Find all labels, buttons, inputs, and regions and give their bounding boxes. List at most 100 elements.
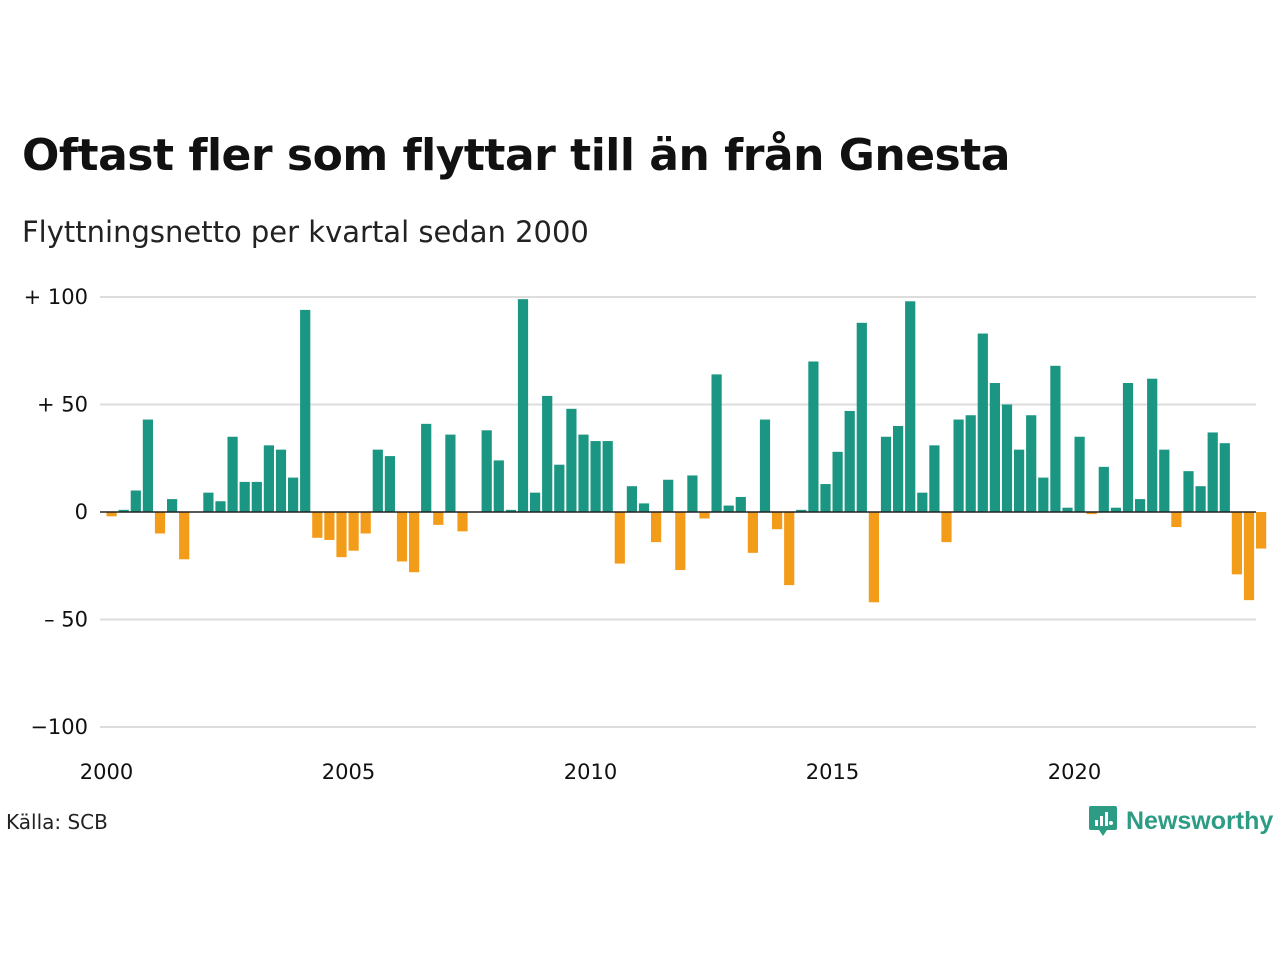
brand-name: Newsworthy xyxy=(1126,806,1274,835)
bar xyxy=(421,423,432,512)
bar xyxy=(626,486,637,512)
bar xyxy=(1110,507,1121,512)
bar xyxy=(1159,449,1170,512)
bar xyxy=(433,512,444,525)
bar xyxy=(1231,512,1242,575)
bar xyxy=(215,501,226,512)
bar xyxy=(699,512,710,519)
bar xyxy=(167,499,178,512)
bar xyxy=(1026,415,1037,512)
bar xyxy=(348,512,359,551)
bar xyxy=(638,503,650,512)
bar xyxy=(493,460,504,512)
bar xyxy=(227,436,238,512)
bar xyxy=(130,490,141,512)
bar xyxy=(179,512,190,560)
chart-title: Oftast fler som flyttar till än från Gne… xyxy=(22,130,1010,181)
bar xyxy=(747,512,758,553)
bar xyxy=(917,492,928,512)
bar xyxy=(1074,436,1085,512)
bar xyxy=(542,395,553,512)
newsworthy-logo-icon xyxy=(1089,806,1117,836)
bar xyxy=(868,512,879,603)
bars xyxy=(100,299,1267,603)
bar xyxy=(203,492,214,512)
bar xyxy=(566,408,577,512)
bar xyxy=(445,434,456,512)
bar xyxy=(1062,507,1073,512)
bar xyxy=(1256,512,1267,549)
chart-subtitle: Flyttningsnetto per kvartal sedan 2000 xyxy=(22,215,589,249)
bar xyxy=(796,509,807,512)
bar xyxy=(735,496,746,512)
bar xyxy=(856,322,867,512)
bar xyxy=(759,419,771,512)
bar xyxy=(614,512,625,564)
bar xyxy=(1195,486,1206,512)
bar xyxy=(977,333,988,512)
bar xyxy=(396,512,408,562)
y-tick-label: + 50 xyxy=(37,393,88,417)
bar xyxy=(808,361,819,512)
bar xyxy=(844,410,855,512)
bar xyxy=(1207,432,1218,512)
y-tick-label: + 100 xyxy=(24,285,88,309)
bar xyxy=(530,492,541,512)
brand-logo[interactable]: Newsworthy xyxy=(1088,804,1273,838)
bar xyxy=(578,434,589,512)
bar xyxy=(384,456,395,512)
bar xyxy=(711,374,722,512)
y-tick-label: – 50 xyxy=(44,608,88,632)
bar xyxy=(1171,512,1182,528)
bar xyxy=(1135,499,1146,512)
bar xyxy=(142,419,153,512)
source-note: Källa: SCB xyxy=(6,810,108,834)
bar xyxy=(517,299,529,512)
x-tick-label: 2010 xyxy=(564,760,617,784)
bar xyxy=(651,512,662,543)
bar xyxy=(288,477,299,512)
bar xyxy=(360,512,371,534)
bar xyxy=(953,419,964,512)
y-tick-label: −100 xyxy=(30,715,88,739)
bar xyxy=(154,512,166,534)
bar xyxy=(239,481,250,512)
bar xyxy=(106,512,117,517)
bar xyxy=(1183,471,1194,512)
bar xyxy=(929,445,940,512)
bar xyxy=(275,449,287,512)
bar xyxy=(324,512,335,540)
bar xyxy=(820,484,831,512)
bar xyxy=(481,430,492,512)
bar xyxy=(723,505,734,512)
bar xyxy=(893,426,904,512)
bar xyxy=(663,479,674,512)
bar xyxy=(1219,443,1230,512)
bar xyxy=(251,481,262,512)
x-tick-label: 2020 xyxy=(1048,760,1101,784)
bar xyxy=(772,512,783,530)
x-tick-label: 2005 xyxy=(322,760,375,784)
bar xyxy=(336,512,347,558)
bar xyxy=(880,436,892,512)
bar xyxy=(118,509,129,512)
bar xyxy=(941,512,952,543)
bar xyxy=(1086,512,1097,515)
bar xyxy=(784,512,795,586)
bar xyxy=(1122,383,1134,512)
bar xyxy=(905,301,916,512)
grid-lines xyxy=(100,296,1256,728)
x-tick-label: 2000 xyxy=(80,760,133,784)
bar xyxy=(1050,365,1061,512)
bar xyxy=(372,449,383,512)
bar xyxy=(263,445,274,512)
bar xyxy=(505,509,516,512)
bar xyxy=(1038,477,1049,512)
bar xyxy=(457,512,468,532)
bar xyxy=(409,512,420,573)
bar xyxy=(1014,449,1025,512)
bar xyxy=(602,441,613,512)
axis-labels: + 100 + 50 0 – 50 −100 2000 2005 2010 2015 2020 xyxy=(24,285,1102,784)
bar xyxy=(554,464,565,512)
